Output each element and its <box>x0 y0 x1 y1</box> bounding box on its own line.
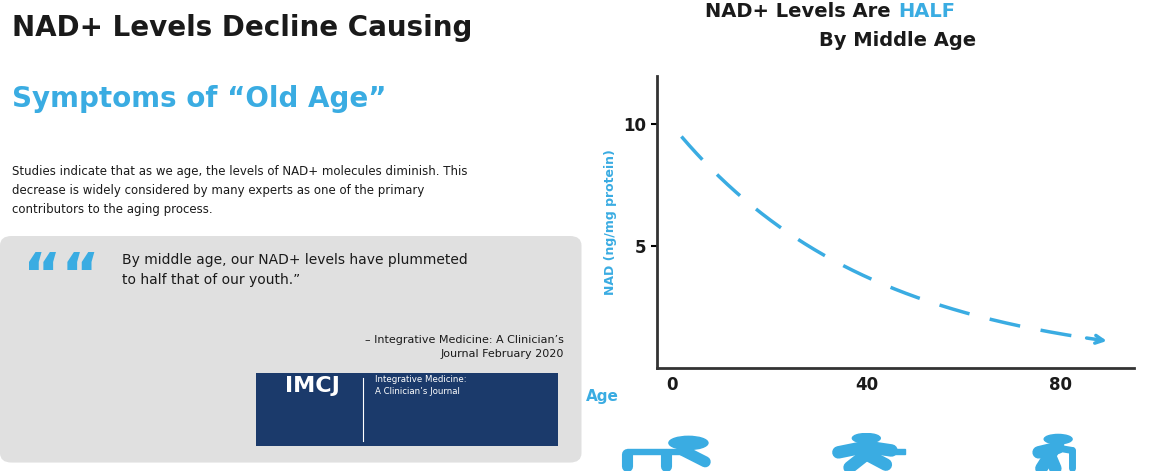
Circle shape <box>852 433 880 443</box>
Bar <box>883 449 905 454</box>
Text: Symptoms of “Old Age”: Symptoms of “Old Age” <box>12 85 386 113</box>
Circle shape <box>1044 434 1072 444</box>
Polygon shape <box>627 448 683 454</box>
Text: – Integrative Medicine: A Clinician’s
Journal February 2020: – Integrative Medicine: A Clinician’s Jo… <box>365 335 564 359</box>
FancyBboxPatch shape <box>256 373 558 446</box>
Text: Integrative Medicine:
A Clinician’s Journal: Integrative Medicine: A Clinician’s Jour… <box>374 375 466 396</box>
Text: By middle age, our NAD+ levels have plummeted
to half that of our youth.”: By middle age, our NAD+ levels have plum… <box>122 253 468 287</box>
FancyBboxPatch shape <box>0 236 582 463</box>
Text: By Middle Age: By Middle Age <box>819 31 977 50</box>
Text: Age: Age <box>586 389 619 405</box>
Circle shape <box>669 436 708 449</box>
Text: NAD+ Levels Are: NAD+ Levels Are <box>706 2 898 21</box>
Text: NAD+ Levels Decline Causing: NAD+ Levels Decline Causing <box>12 14 472 42</box>
Text: ““: ““ <box>23 250 100 307</box>
Text: IMCJ: IMCJ <box>285 376 340 396</box>
Text: HALF: HALF <box>898 2 955 21</box>
Y-axis label: NAD (ng/mg protein): NAD (ng/mg protein) <box>604 149 616 295</box>
Text: Studies indicate that as we age, the levels of NAD+ molecules diminish. This
dec: Studies indicate that as we age, the lev… <box>12 165 468 216</box>
